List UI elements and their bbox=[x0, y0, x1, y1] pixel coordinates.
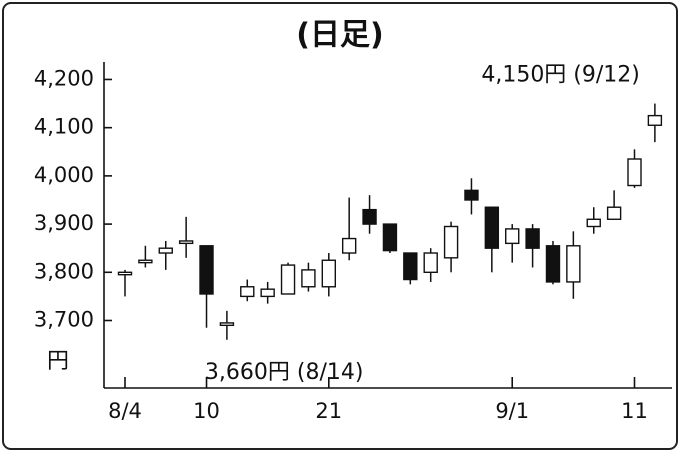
candle-body bbox=[505, 228, 520, 245]
x-tick-label: 9/1 bbox=[495, 399, 529, 423]
candle-body bbox=[484, 206, 500, 249]
candle-body bbox=[647, 114, 663, 126]
candle-body bbox=[627, 158, 642, 187]
y-unit: 円 bbox=[47, 349, 69, 374]
annotation: 3,660円 (8/14) bbox=[205, 360, 364, 385]
candle-body bbox=[362, 208, 377, 225]
candle-body bbox=[260, 288, 275, 298]
candle-body bbox=[178, 240, 194, 245]
candle-body bbox=[240, 286, 255, 298]
annotation: 4,150円 (9/12) bbox=[481, 63, 640, 88]
candle-body bbox=[321, 259, 336, 288]
candle-body bbox=[464, 189, 479, 201]
candle-body bbox=[606, 206, 622, 220]
candle-body bbox=[423, 252, 438, 273]
chart-title: (日足) bbox=[296, 18, 383, 53]
candle-body bbox=[443, 225, 459, 259]
candle-body bbox=[158, 247, 173, 254]
y-tick-label: 4,200 bbox=[34, 66, 94, 90]
candle-body bbox=[301, 269, 316, 288]
candle-body bbox=[566, 245, 581, 283]
candle-body bbox=[545, 245, 561, 283]
candle-body bbox=[586, 218, 601, 228]
candle-body bbox=[117, 271, 133, 276]
x-tick-label: 10 bbox=[193, 399, 220, 423]
y-tick-label: 4,000 bbox=[34, 163, 94, 187]
x-tick-label: 11 bbox=[621, 399, 648, 423]
x-tick-label: 8/4 bbox=[108, 399, 142, 423]
y-tick-label: 3,900 bbox=[34, 211, 94, 235]
candle-body bbox=[403, 252, 418, 281]
y-tick-label: 4,100 bbox=[34, 115, 94, 139]
candle-body bbox=[341, 237, 357, 254]
candle-body bbox=[199, 245, 214, 295]
candle-body bbox=[280, 264, 296, 295]
candle-body bbox=[138, 259, 153, 264]
candle-body bbox=[219, 322, 235, 327]
candle-body bbox=[525, 228, 540, 249]
y-tick-label: 3,800 bbox=[34, 259, 94, 283]
candle-body bbox=[382, 223, 398, 252]
x-tick-label: 21 bbox=[315, 399, 342, 423]
y-tick-label: 3,700 bbox=[34, 308, 94, 332]
